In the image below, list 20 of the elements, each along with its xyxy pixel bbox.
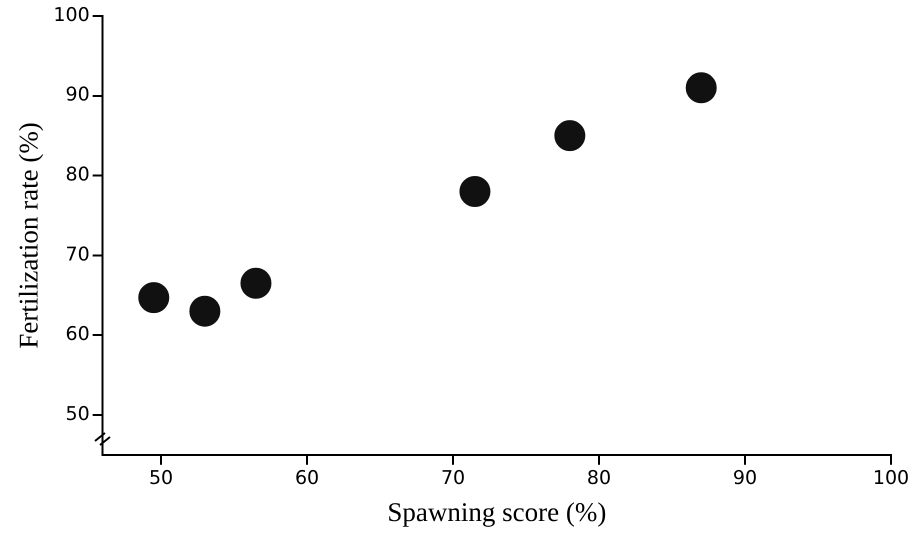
y-tick-label: 60 bbox=[65, 323, 90, 346]
y-tick-label: 90 bbox=[65, 84, 90, 106]
y-tick-label: 70 bbox=[65, 243, 90, 266]
point bbox=[459, 176, 490, 208]
x-tick-label: 80 bbox=[586, 467, 612, 490]
x-tick-label: 50 bbox=[148, 467, 174, 490]
x-tick-label: 90 bbox=[732, 467, 758, 490]
y-axis-title: Fertilization rate (%) bbox=[13, 122, 44, 349]
y-tick-label: 100 bbox=[53, 4, 90, 26]
point bbox=[686, 72, 717, 104]
point bbox=[240, 268, 272, 299]
x-tick-label: 60 bbox=[294, 467, 320, 490]
y-tick-label: 50 bbox=[65, 402, 90, 425]
x-tick-label: 70 bbox=[440, 467, 466, 490]
x-axis-title: Spawning score (%) bbox=[387, 496, 606, 527]
x-tick-label: 100 bbox=[872, 467, 910, 490]
point bbox=[554, 120, 586, 152]
point bbox=[138, 282, 170, 314]
point bbox=[189, 296, 220, 327]
y-tick-label: 80 bbox=[65, 164, 90, 186]
